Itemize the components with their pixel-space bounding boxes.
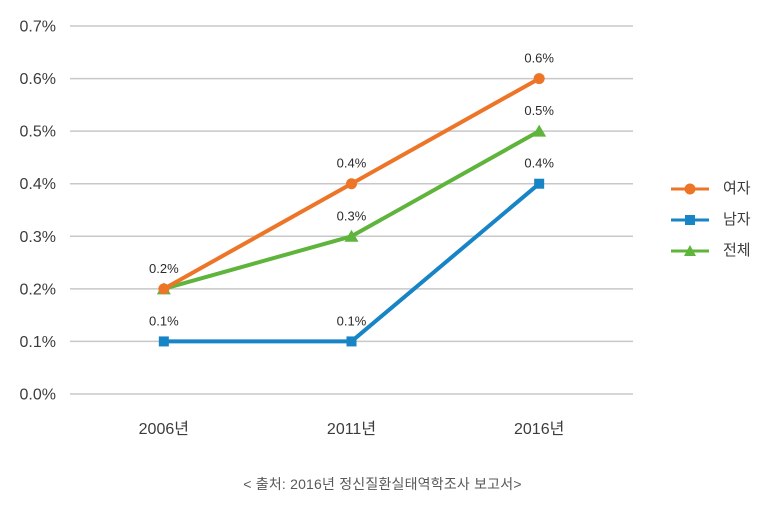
x-tick-label: 2006년 bbox=[139, 420, 189, 438]
source-caption: < 출처: 2016년 정신질환실태역학조사 보고서> bbox=[243, 476, 522, 492]
x-tick-label: 2016년 bbox=[514, 420, 564, 438]
legend-label-total: 전체 bbox=[723, 242, 751, 259]
marker-female bbox=[346, 178, 357, 190]
data-label-female: 0.6% bbox=[524, 51, 554, 66]
marker-male bbox=[346, 336, 357, 347]
data-label-male: 0.1% bbox=[337, 313, 367, 328]
marker-male bbox=[158, 336, 169, 347]
marker-female bbox=[533, 73, 545, 85]
data-label-female: 0.4% bbox=[337, 156, 367, 171]
legend-label-female: 여자 bbox=[723, 180, 751, 197]
y-tick-label: 0.0% bbox=[20, 387, 56, 404]
marker-female bbox=[158, 283, 170, 295]
legend-item-total: 전체 bbox=[670, 240, 751, 261]
legend-item-female: 여자 bbox=[670, 178, 751, 199]
data-label-male: 0.1% bbox=[149, 313, 179, 328]
marker-total bbox=[344, 229, 359, 242]
data-label-female: 0.2% bbox=[149, 261, 179, 276]
x-tick-label: 2011년 bbox=[327, 420, 376, 438]
data-label-male: 0.4% bbox=[524, 156, 554, 171]
y-tick-label: 0.6% bbox=[20, 71, 56, 88]
y-tick-label: 0.5% bbox=[20, 124, 56, 141]
y-tick-label: 0.1% bbox=[20, 334, 56, 351]
y-tick-label: 0.3% bbox=[20, 229, 56, 246]
marker-male bbox=[534, 178, 545, 189]
legend-marker-triangle-icon bbox=[671, 244, 709, 256]
y-tick-label: 0.7% bbox=[20, 19, 56, 36]
y-tick-label: 0.2% bbox=[20, 281, 56, 298]
y-tick-label: 0.4% bbox=[20, 176, 56, 193]
data-label-total: 0.3% bbox=[337, 208, 367, 223]
legend-item-male: 남자 bbox=[670, 209, 751, 230]
legend-label-male: 남자 bbox=[723, 211, 751, 228]
legend-marker-circle-icon bbox=[671, 183, 709, 194]
marker-total bbox=[532, 124, 547, 137]
legend-marker-square-icon bbox=[671, 214, 709, 225]
data-label-total: 0.5% bbox=[524, 103, 554, 118]
